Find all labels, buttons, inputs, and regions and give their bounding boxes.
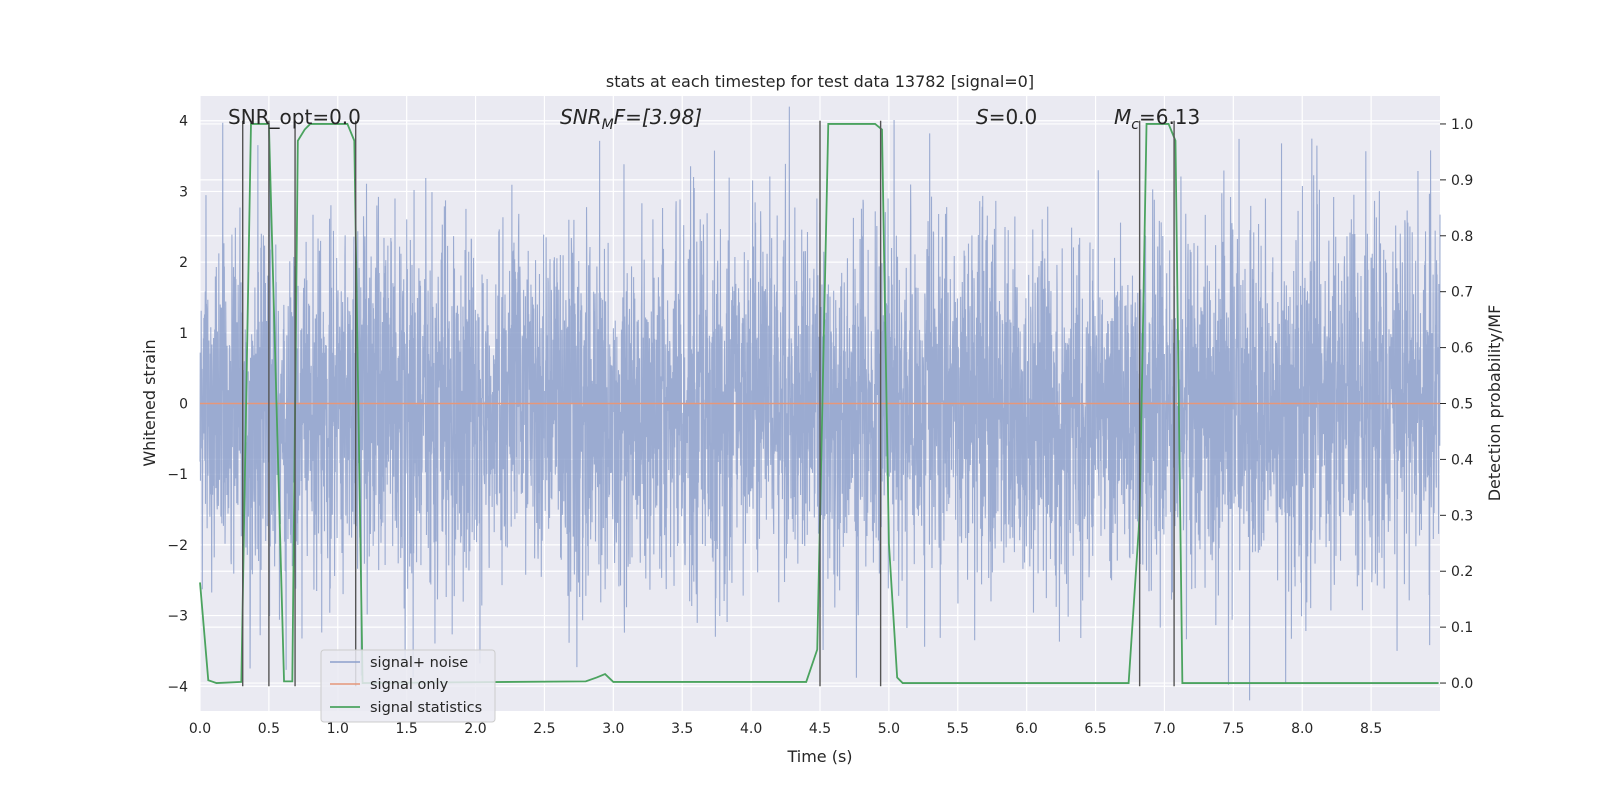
y-right-tick-label-4: 0.4 [1451, 452, 1473, 468]
legend-label-signal-statistics: signal statistics [370, 700, 482, 716]
x-tick-label-6: 3.0 [602, 721, 624, 737]
y-right-tick-label-9: 0.9 [1451, 173, 1473, 189]
x-tick-label-9: 4.5 [809, 721, 831, 737]
y-right-tick-label-7: 0.7 [1451, 285, 1473, 301]
vertical-markers [242, 120, 1175, 687]
y-left-tick-label-6: 2 [179, 255, 188, 271]
x-tick-label-0: 0.0 [189, 721, 211, 737]
x-tick-label-1: 0.5 [258, 721, 280, 737]
x-axis-ticks: 0.0 0.5 1.0 1.5 2.0 2.5 3.0 3.5 4.0 4.5 5.0 5.5 6.0 6… [189, 721, 1382, 737]
y-right-axis-label: Detection probability/MF [1485, 305, 1504, 502]
x-tick-label-11: 5.5 [947, 721, 969, 737]
y-right-tick-label-1: 0.1 [1451, 620, 1473, 636]
annotation-snr-mf-base: SNR [560, 105, 602, 129]
annotation-s-rest: =0.0 [989, 105, 1038, 129]
x-tick-label-3: 1.5 [396, 721, 418, 737]
annotation-mc-var: M [1114, 105, 1131, 129]
legend: signal+ noise signal only signal statist… [320, 649, 496, 723]
x-tick-label-14: 7.0 [1153, 721, 1175, 737]
y-left-tick-label-1: −3 [167, 609, 188, 625]
annotation-s-var: S [976, 105, 989, 129]
y-left-tick-label-4: 0 [179, 397, 188, 413]
x-tick-label-2: 1.0 [327, 721, 349, 737]
legend-frame [320, 649, 496, 723]
x-tick-label-16: 8.0 [1291, 721, 1313, 737]
chart-title: stats at each timestep for test data 137… [606, 72, 1034, 91]
legend-label-signal-noise: signal+ noise [370, 655, 468, 671]
x-axis-label: Time (s) [786, 747, 852, 766]
annotation-snr-mf-rest: F=[3.98] [614, 105, 702, 129]
annotation-snr-opt: SNR_opt=0.0 [228, 105, 361, 129]
annotation-mc-sub: c [1131, 117, 1139, 133]
annotation-snr-mf-sub: M [602, 117, 614, 133]
y-right-tick-label-10: 1.0 [1451, 117, 1473, 133]
y-right-tick-label-5: 0.5 [1451, 397, 1473, 413]
annotation-mc-rest: =6.13 [1139, 105, 1200, 129]
y-left-tick-label-5: 1 [179, 326, 188, 342]
signal-statistics-series [199, 123, 1439, 684]
x-tick-label-8: 4.0 [740, 721, 762, 737]
y-right-tick-label-8: 0.8 [1451, 229, 1473, 245]
y-right-tick-label-0: 0.0 [1451, 676, 1473, 692]
y-left-tick-label-3: −1 [167, 467, 188, 483]
y-right-axis-ticks: 0.0 0.1 0.2 0.3 0.4 0.5 0.6 0.7 0.8 0.9 1.0 [1440, 117, 1473, 692]
x-tick-label-10: 5.0 [878, 721, 900, 737]
x-tick-label-15: 7.5 [1222, 721, 1244, 737]
x-tick-label-12: 6.0 [1016, 721, 1038, 737]
y-left-tick-label-0: −4 [167, 679, 188, 695]
x-tick-label-5: 2.5 [533, 721, 555, 737]
y-left-axis-ticks: −4 −3 −2 −1 0 1 2 3 4 [167, 114, 188, 696]
annotation-s: S=0.0 [976, 105, 1037, 129]
x-tick-label-13: 6.5 [1084, 721, 1106, 737]
y-right-tick-label-2: 0.2 [1451, 564, 1473, 580]
y-left-axis-label: Whitened strain [140, 339, 159, 466]
x-tick-label-7: 3.5 [671, 721, 693, 737]
y-right-tick-label-6: 0.6 [1451, 341, 1473, 357]
y-left-tick-label-7: 3 [179, 184, 188, 200]
signal-statistics-line [199, 123, 1439, 684]
legend-label-signal-only: signal only [370, 677, 449, 693]
annotation-mc: Mc=6.13 [1114, 105, 1200, 133]
x-tick-label-4: 2.0 [464, 721, 486, 737]
y-left-tick-label-8: 4 [179, 114, 188, 130]
annotation-snr-mf: SNRMF=[3.98] [560, 105, 702, 133]
y-left-tick-label-2: −2 [167, 538, 188, 554]
y-right-tick-label-3: 0.3 [1451, 508, 1473, 524]
x-tick-label-17: 8.5 [1360, 721, 1382, 737]
